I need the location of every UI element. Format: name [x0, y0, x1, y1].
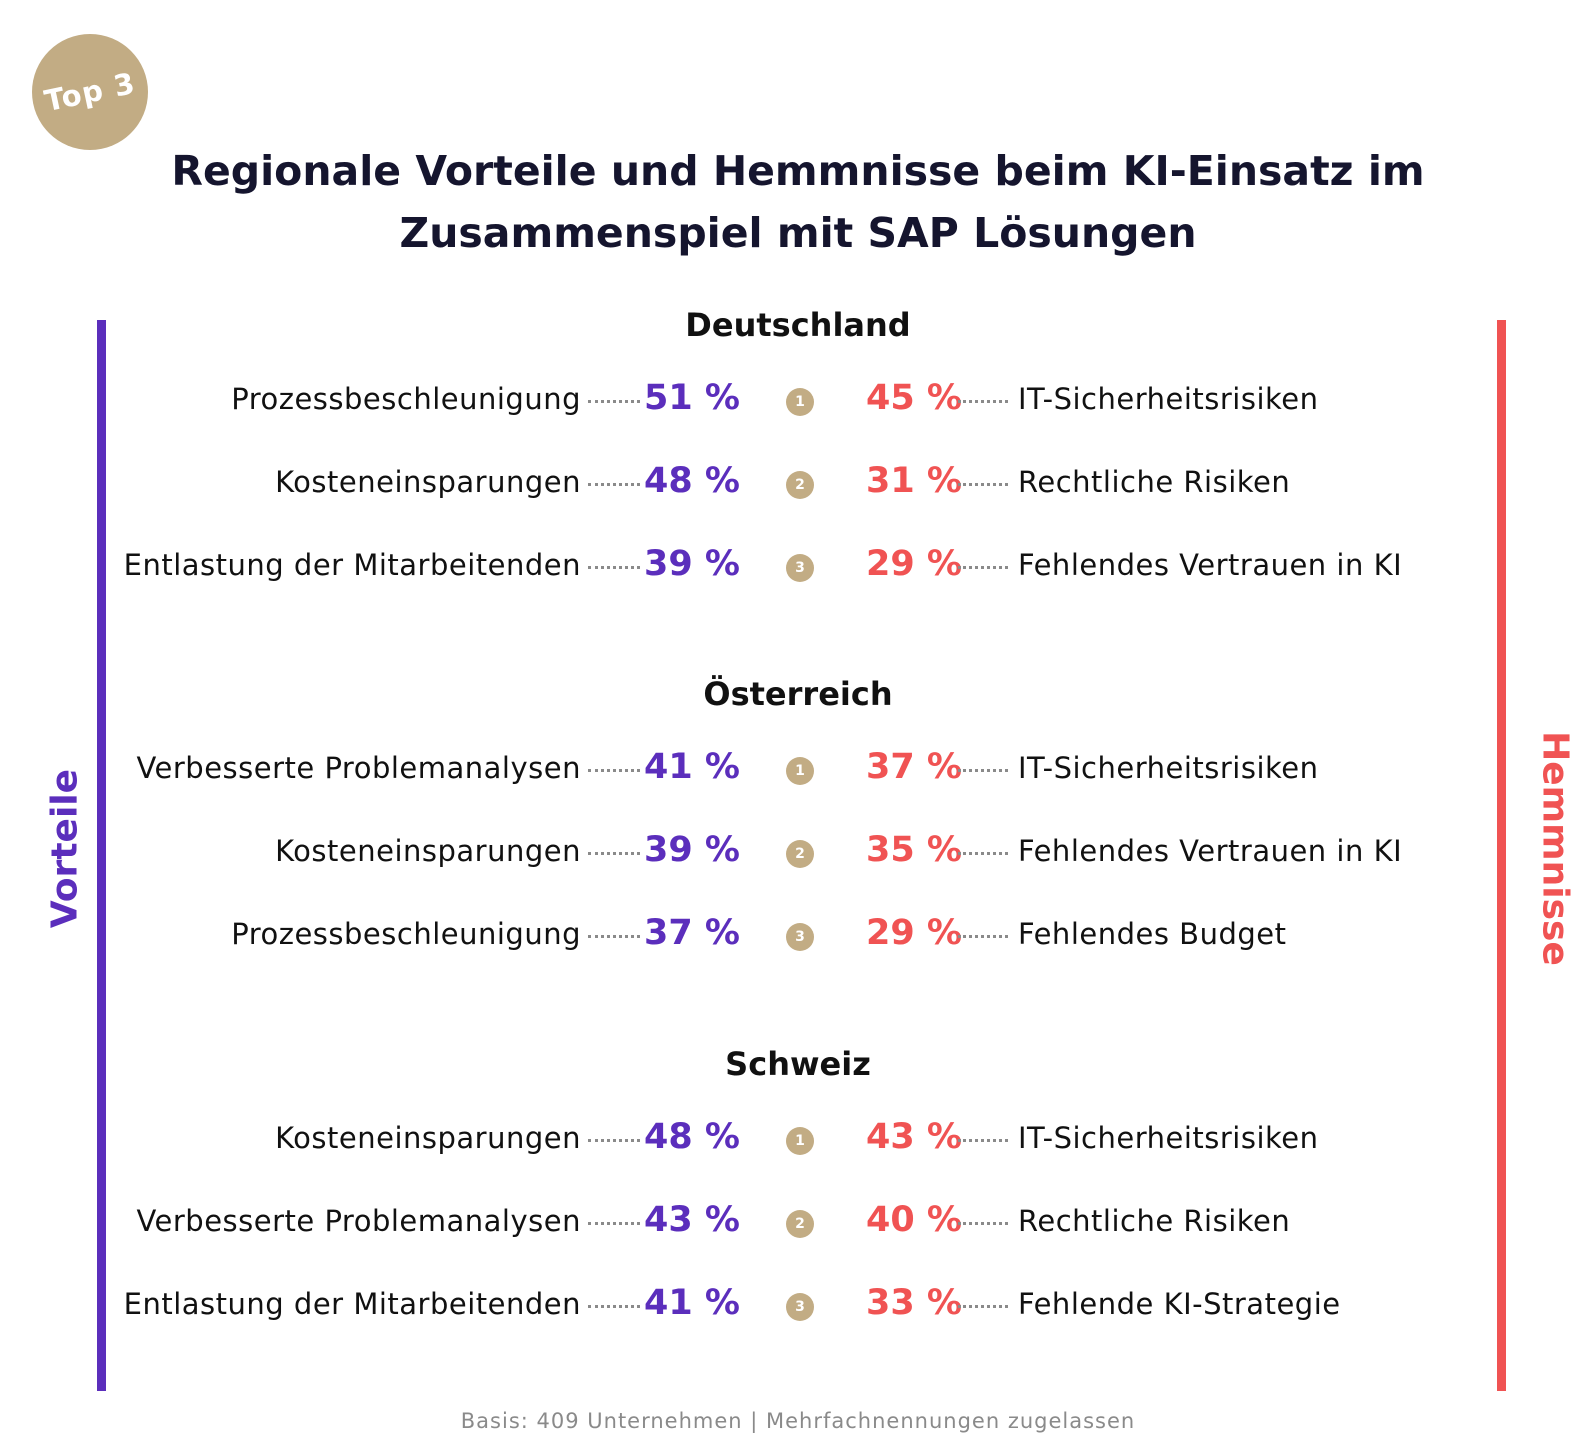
leader-dots [588, 483, 640, 486]
top3-badge: Top 3 [32, 34, 148, 150]
vorteil-label: Entlastung der Mitarbeitenden [123, 548, 581, 582]
rank-badge: 1 [786, 388, 814, 416]
hemmnis-value: 35 % [866, 830, 962, 870]
hemmnis-value: 45 % [866, 378, 962, 418]
vorteil-label: Verbesserte Problemanalysen [136, 1204, 581, 1238]
vorteil-label: Verbesserte Problemanalysen [136, 751, 581, 785]
vorteil-value: 48 % [644, 461, 740, 501]
vorteil-label: Prozessbeschleunigung [231, 382, 581, 416]
region-title: Österreich [703, 675, 893, 713]
leader-dots [958, 852, 1008, 855]
chart-title-line-1: Regionale Vorteile und Hemmnisse beim KI… [171, 147, 1425, 195]
vorteil-label: Entlastung der Mitarbeitenden [123, 1287, 581, 1321]
hemmnis-value: 37 % [866, 747, 962, 787]
region-title: Schweiz [725, 1045, 871, 1083]
vorteil-value: 51 % [644, 378, 740, 418]
leader-dots [588, 400, 640, 403]
hemmnis-value: 40 % [866, 1200, 962, 1240]
hemmnis-label: Fehlende KI-Strategie [1018, 1287, 1341, 1321]
hemmnis-value: 43 % [866, 1117, 962, 1157]
vorteil-label: Kosteneinsparungen [275, 465, 581, 499]
leader-dots [958, 483, 1008, 486]
ranking-row: Prozessbeschleunigung 51 % 1 45 % IT-Sicherh… [0, 374, 1596, 434]
leader-dots [588, 566, 640, 569]
rank-badge: 2 [786, 840, 814, 868]
hemmnis-label: Fehlendes Budget [1018, 917, 1287, 951]
chart-title: Regionale Vorteile und Hemmnisse beim KI… [100, 140, 1496, 264]
hemmnis-label: Fehlendes Vertrauen in KI [1018, 548, 1403, 582]
ranking-row: Kosteneinsparungen 48 % 2 31 % Rechtliche Ri… [0, 457, 1596, 517]
vorteil-value: 37 % [644, 913, 740, 953]
leader-dots [588, 935, 640, 938]
top3-badge-label: Top 3 [41, 65, 139, 119]
ranking-row: Entlastung der Mitarbeitenden 39 % 3 29 % Fe… [0, 540, 1596, 600]
leader-dots [588, 769, 640, 772]
rank-badge: 2 [786, 1210, 814, 1238]
leader-dots [588, 1222, 640, 1225]
vorteil-label: Kosteneinsparungen [275, 1121, 581, 1155]
ranking-row: Verbesserte Problemanalysen 43 % 2 40 % Rech… [0, 1196, 1596, 1256]
leader-dots [958, 1305, 1008, 1308]
vorteil-value: 39 % [644, 830, 740, 870]
vorteil-value: 43 % [644, 1200, 740, 1240]
region-title: Deutschland [685, 306, 911, 344]
vorteile-bar [97, 320, 106, 1391]
hemmnis-value: 31 % [866, 461, 962, 501]
rank-badge: 3 [786, 923, 814, 951]
leader-dots [958, 769, 1008, 772]
hemmnis-label: Rechtliche Risiken [1018, 465, 1291, 499]
leader-dots [958, 935, 1008, 938]
hemmnisse-bar [1497, 320, 1506, 1391]
leader-dots [958, 1139, 1008, 1142]
hemmnis-label: Rechtliche Risiken [1018, 1204, 1291, 1238]
footer-note: Basis: 409 Unternehmen | Mehrfachnennung… [460, 1409, 1136, 1433]
leader-dots [958, 1222, 1008, 1225]
hemmnis-value: 29 % [866, 913, 962, 953]
hemmnis-value: 29 % [866, 544, 962, 584]
rank-badge: 2 [786, 471, 814, 499]
ranking-row: Prozessbeschleunigung 37 % 3 29 % Fehlendes … [0, 909, 1596, 969]
leader-dots [588, 852, 640, 855]
hemmnis-label: IT-Sicherheitsrisiken [1018, 751, 1319, 785]
hemmnis-label: Fehlendes Vertrauen in KI [1018, 834, 1403, 868]
rank-badge: 3 [786, 554, 814, 582]
vorteil-value: 48 % [644, 1117, 740, 1157]
vorteil-label: Prozessbeschleunigung [231, 917, 581, 951]
chart-title-line-2: Zusammenspiel mit SAP Lösungen [399, 209, 1197, 257]
hemmnis-label: IT-Sicherheitsrisiken [1018, 382, 1319, 416]
vorteil-label: Kosteneinsparungen [275, 834, 581, 868]
vorteil-value: 39 % [644, 544, 740, 584]
leader-dots [958, 566, 1008, 569]
leader-dots [588, 1139, 640, 1142]
ranking-row: Verbesserte Problemanalysen 41 % 1 37 % IT-S… [0, 743, 1596, 803]
vorteil-value: 41 % [644, 1283, 740, 1323]
ranking-row: Kosteneinsparungen 48 % 1 43 % IT-Sicherheit… [0, 1113, 1596, 1173]
hemmnis-label: IT-Sicherheitsrisiken [1018, 1121, 1319, 1155]
leader-dots [958, 400, 1008, 403]
ranking-row: Entlastung der Mitarbeitenden 41 % 3 33 % Fe… [0, 1279, 1596, 1339]
ranking-row: Kosteneinsparungen 39 % 2 35 % Fehlendes Ver… [0, 826, 1596, 886]
leader-dots [588, 1305, 640, 1308]
vorteil-value: 41 % [644, 747, 740, 787]
rank-badge: 3 [786, 1293, 814, 1321]
hemmnis-value: 33 % [866, 1283, 962, 1323]
rank-badge: 1 [786, 1127, 814, 1155]
rank-badge: 1 [786, 757, 814, 785]
